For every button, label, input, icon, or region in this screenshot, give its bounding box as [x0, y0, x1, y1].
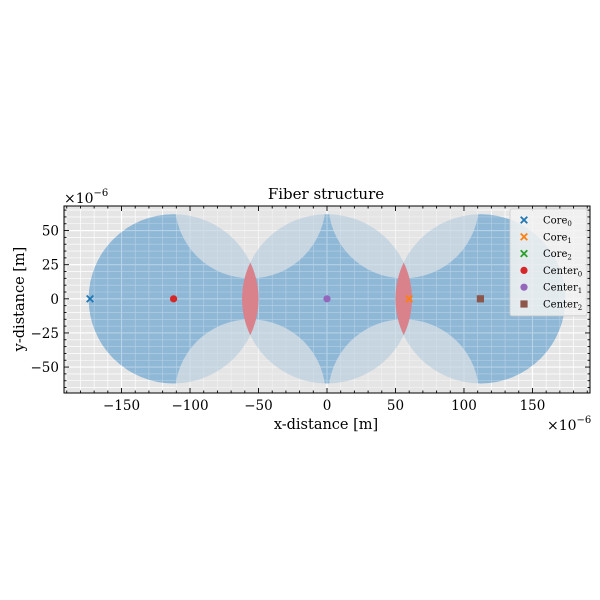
- y-tick-label: 50: [42, 224, 59, 240]
- legend-entry: Center0: [520, 266, 582, 279]
- legend-entry: Center2: [520, 300, 582, 313]
- y-tick-labels: −50 −25 0 25 50: [31, 224, 60, 376]
- y-axis-label: y-distance [m]: [12, 247, 28, 353]
- x-scale-label: ×10−6: [547, 415, 591, 434]
- data-markers: [86, 294, 485, 303]
- legend-label: Center1: [543, 283, 582, 296]
- y-scale-exponent: −6: [94, 188, 109, 199]
- x-tick-label: 150: [520, 398, 546, 414]
- x-tick-label: 100: [451, 398, 477, 414]
- gap-cutout-0: [175, 206, 326, 279]
- axis-ticks: [64, 206, 590, 393]
- x-axis-label: x-distance [m]: [274, 417, 378, 433]
- x-scale-exponent: −6: [577, 415, 592, 426]
- legend-label: Core0: [543, 216, 572, 229]
- center-1-marker: [323, 295, 331, 303]
- x-scale-base: ×10: [547, 418, 577, 434]
- x-tick-labels: −150 −100 −50 0 50 100 150: [103, 398, 545, 414]
- x-tick-label: −100: [171, 398, 208, 414]
- legend-entry: Core0: [520, 216, 572, 229]
- legend: Core0 Core1 Core2 Center0 Center1 Center2: [509, 208, 588, 317]
- legend-label: Core2: [543, 249, 572, 262]
- legend-label: Center2: [543, 300, 582, 313]
- core-0-marker: [86, 294, 94, 303]
- legend-entry: Core2: [520, 249, 572, 262]
- x-tick-label: 50: [387, 398, 404, 414]
- center-2-marker: [476, 295, 485, 303]
- y-scale-base: ×10: [64, 191, 94, 207]
- center-0-marker: [169, 295, 178, 303]
- y-scale-label: ×10−6: [64, 188, 108, 207]
- y-tick-label: −50: [31, 360, 60, 376]
- y-tick-label: 0: [50, 292, 59, 308]
- y-tick-label: −25: [31, 326, 60, 342]
- legend-entry: Core1: [520, 232, 572, 245]
- chart-title: Fiber structure: [268, 185, 384, 203]
- x-tick-label: −50: [244, 398, 273, 414]
- gap-cutout-3: [328, 319, 480, 393]
- gap-cutout-2: [174, 319, 326, 393]
- y-tick-label: 25: [42, 258, 59, 274]
- legend-label: Core1: [543, 232, 572, 245]
- x-tick-label: −150: [103, 398, 140, 414]
- gap-cutout-1: [328, 206, 479, 279]
- legend-box: [509, 208, 588, 317]
- overlap-lens-1: [395, 262, 412, 336]
- overlap-lens-0: [242, 262, 259, 336]
- legend-entry: Center1: [520, 283, 582, 296]
- x-tick-label: 0: [323, 398, 332, 414]
- legend-label: Center0: [543, 266, 582, 279]
- core-1-marker: [405, 294, 414, 303]
